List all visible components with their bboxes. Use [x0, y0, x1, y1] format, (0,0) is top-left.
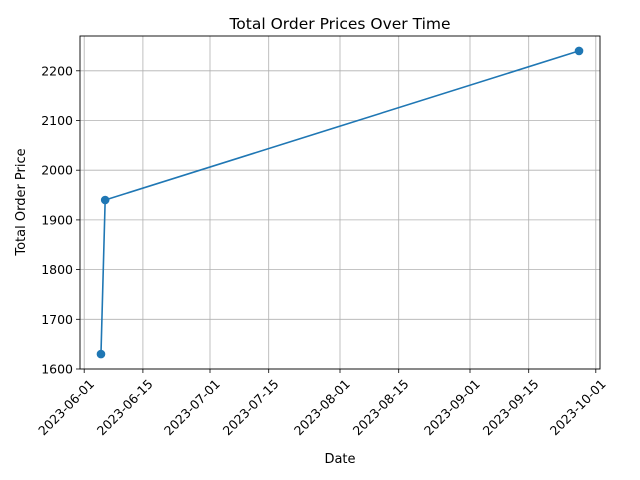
grid [80, 36, 600, 370]
y-axis-label: Total Order Price [14, 148, 29, 256]
y-tick-label: 1700 [41, 312, 73, 327]
data-point [96, 349, 106, 359]
y-tick-label: 2200 [41, 63, 73, 78]
chart-title: Total Order Prices Over Time [228, 15, 450, 33]
data-point [100, 195, 110, 205]
y-tick-label: 1900 [41, 212, 73, 227]
x-axis-label: Date [324, 452, 355, 467]
y-tick-label: 1600 [41, 362, 73, 377]
data-point [574, 46, 584, 56]
series-layer [96, 46, 584, 359]
y-tick-label: 2100 [41, 113, 73, 128]
y-tick-label: 2000 [41, 163, 73, 178]
y-tick-label: 1800 [41, 262, 73, 277]
